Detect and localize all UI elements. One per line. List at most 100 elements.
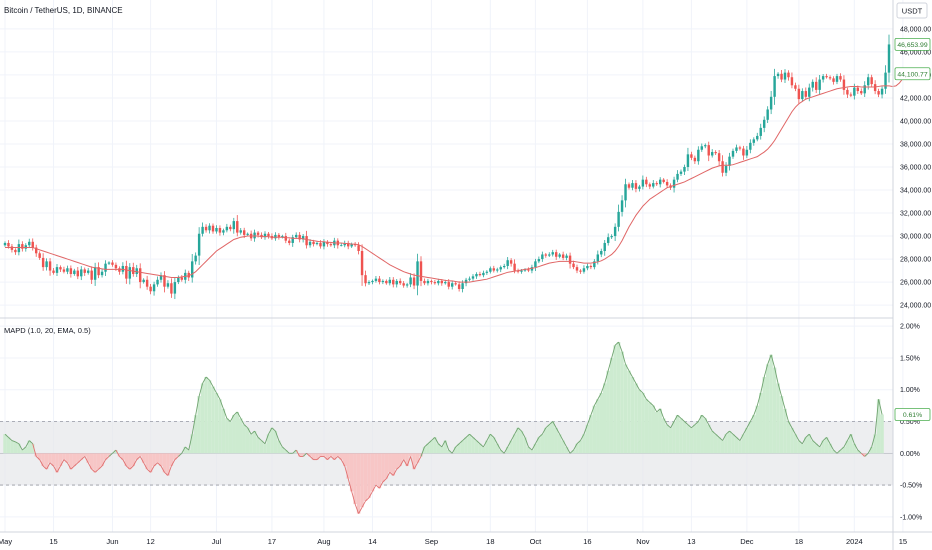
oscillator-line-layer <box>4 341 883 514</box>
osc-area-bar <box>533 443 538 454</box>
candle-body <box>218 227 222 233</box>
candle-body <box>107 262 111 264</box>
candle-body <box>527 269 530 271</box>
candle-body <box>506 260 509 266</box>
osc-area-bar <box>769 354 773 454</box>
candle-body <box>437 280 440 284</box>
osc-line-segment <box>715 433 720 438</box>
candle-body <box>402 283 405 286</box>
osc-area-bar <box>655 411 659 454</box>
osc-line-segment <box>226 417 231 422</box>
osc-line-segment <box>261 440 266 445</box>
candle-body <box>392 279 395 285</box>
osc-area-bar <box>526 446 531 454</box>
candle-body <box>731 150 735 157</box>
candle-body <box>832 78 835 82</box>
osc-area-bar <box>447 450 451 454</box>
osc-line-segment <box>278 440 283 448</box>
osc-area-bar <box>831 450 836 454</box>
osc-line-segment <box>105 456 110 460</box>
osc-area-bar <box>589 415 593 454</box>
candle-body <box>450 283 454 287</box>
osc-area-bar <box>76 453 80 463</box>
osc-area-bar <box>72 453 77 466</box>
candle-body <box>326 241 329 245</box>
ma-price-label: 44,100.77 <box>897 71 927 78</box>
indicator-title[interactable]: MAPD (1.0, 20, EMA, 0.5) <box>4 326 91 335</box>
candle-body <box>461 283 464 289</box>
candle-body <box>821 76 825 80</box>
oscillator-axis[interactable]: 2.00% 1.50% 1.00% 0.50% 0.00% -0.50% -1.00% <box>900 324 922 522</box>
candle-body <box>229 226 232 230</box>
osc-area-bar <box>738 440 742 454</box>
osc-line-segment <box>503 446 509 454</box>
osc-line-segment <box>382 478 387 483</box>
candle-body <box>374 278 378 281</box>
currency-box[interactable] <box>896 2 928 19</box>
osc-area-bar <box>648 402 652 454</box>
osc-line-segment <box>243 424 248 429</box>
osc-line-segment <box>670 421 675 429</box>
osc-line-segment <box>666 424 671 429</box>
osc-tick-label: 0.00% <box>900 451 920 458</box>
symbol-title[interactable]: Bitcoin / TetherUS, 1D, BINANCE <box>4 6 123 15</box>
candle-body <box>631 183 634 188</box>
osc-line-segment <box>153 462 158 467</box>
osc-area-bar <box>561 440 565 454</box>
candle-body <box>704 145 707 147</box>
osc-line-segment <box>843 440 848 448</box>
osc-area-bar <box>499 450 503 454</box>
osc-area-bar <box>37 453 42 460</box>
osc-line-segment <box>101 459 106 467</box>
osc-line-segment <box>448 449 453 454</box>
osc-line-segment <box>801 437 807 444</box>
moving-average-layer <box>5 73 907 283</box>
time-axis[interactable]: May 15 Jun 12 Jul 17 Aug 14 Sep 18 Oct 16 Nov 13 Dec 18… <box>0 537 907 546</box>
osc-line-segment <box>139 456 145 464</box>
osc-line-segment <box>795 433 800 441</box>
osc-area-bar <box>107 453 111 457</box>
osc-line-segment <box>777 383 782 397</box>
osc-area-bar <box>453 446 458 454</box>
osc-area-bar <box>145 453 149 470</box>
osc-line-segment <box>808 433 814 441</box>
osc-line-segment <box>396 465 401 470</box>
osc-area-bar <box>367 453 371 498</box>
osc-area-bar <box>797 440 801 454</box>
osc-line-segment <box>424 443 429 448</box>
osc-area-bar <box>169 453 174 466</box>
candle-body <box>873 84 877 92</box>
osc-line-segment <box>729 430 734 435</box>
candle-series <box>3 34 891 300</box>
time-tick-label: Jun <box>106 537 118 546</box>
osc-line-segment <box>112 449 117 454</box>
osc-line-segment <box>642 392 647 400</box>
candle-body <box>194 255 197 262</box>
osc-area-bar <box>578 440 583 454</box>
osc-area-bar <box>554 427 558 454</box>
candle-body <box>17 244 21 253</box>
candle-body <box>714 152 717 154</box>
price-axis[interactable]: 48,000.0046,000.0044,000.0042,000.0040,0… <box>900 26 931 309</box>
candle-body <box>721 161 724 173</box>
candle-body <box>610 236 613 238</box>
osc-area-bar <box>863 453 867 457</box>
osc-area-bar <box>346 453 350 479</box>
osc-line-segment <box>493 437 498 444</box>
osc-area-bar <box>644 399 649 454</box>
osc-area-bar <box>616 342 621 454</box>
candle-body <box>496 269 499 271</box>
osc-line-segment <box>541 427 547 435</box>
osc-line-segment <box>860 452 866 457</box>
candle-body <box>662 179 665 182</box>
osc-line-segment <box>486 433 491 441</box>
time-tick-label: Jul <box>212 537 222 546</box>
candle-body <box>298 234 301 240</box>
osc-area-bar <box>311 453 316 460</box>
osc-area-bar <box>734 437 739 454</box>
osc-line-segment <box>684 421 689 426</box>
osc-area-bar <box>280 446 285 454</box>
osc-line-segment <box>80 456 86 460</box>
candle-body <box>152 284 156 292</box>
